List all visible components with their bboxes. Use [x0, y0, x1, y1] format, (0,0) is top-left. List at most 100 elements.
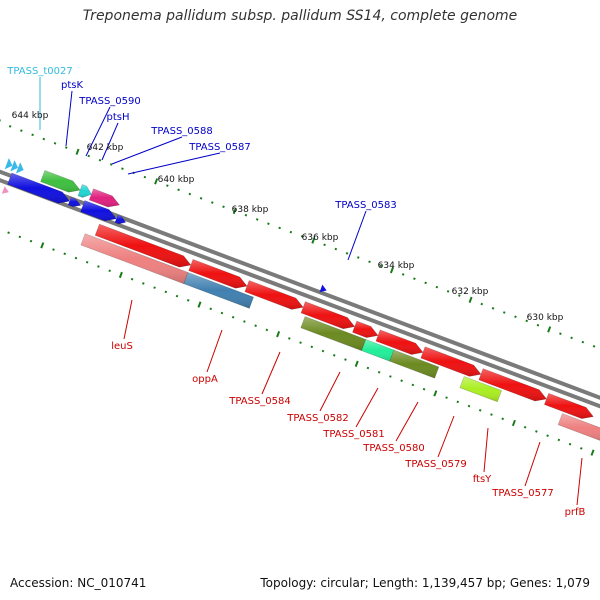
upper-tick: [401, 273, 405, 276]
kbp-tick-label: 630 kbp: [527, 313, 564, 323]
reverse-gene-label: oppA: [192, 374, 218, 385]
upper-tick: [502, 311, 506, 314]
label-leader-lines: [39, 77, 583, 506]
gene-TPASS-0584-shade: [244, 280, 304, 310]
lower-tick: [568, 442, 572, 446]
kbp-tick-label: 632 kbp: [452, 287, 489, 297]
trna-marker: [10, 160, 19, 172]
lower-tick: [523, 425, 527, 429]
upper-tick: [389, 267, 394, 274]
upper-tick: [368, 260, 371, 264]
gene-leuS-band-shade: [80, 233, 189, 284]
reverse-gene-label: TPASS_0577: [491, 488, 553, 499]
lower-tick: [52, 248, 55, 251]
upper-tick: [592, 345, 596, 348]
upper-tick: [570, 336, 573, 340]
upper-tick: [166, 184, 169, 187]
upper-tick: [356, 256, 360, 259]
feature-labels: 644 kbp 642 kbp 640 kbp 638 kbp 636 kbp 634 k…: [6, 66, 585, 518]
upper-tick: [413, 277, 416, 280]
forward-gene-label: TPASS_0588: [150, 126, 212, 137]
lower-tick: [354, 360, 359, 367]
lower-tick: [310, 345, 314, 349]
reverse-gene-label: ftsY: [473, 474, 492, 485]
upper-tick: [536, 323, 540, 327]
upper-tick: [424, 281, 427, 285]
accession-text: Accession: NC_010741: [10, 576, 147, 590]
reverse-leader-line: [319, 371, 341, 412]
kbp-tick-label: 644 kbp: [12, 111, 49, 121]
upper-tick: [345, 251, 349, 255]
lower-tick: [130, 277, 134, 281]
upper-tick: [222, 205, 225, 209]
upper-tick: [491, 306, 495, 310]
lower-tick: [321, 349, 325, 353]
upper-tick: [98, 158, 102, 162]
upper-tick: [311, 237, 316, 244]
lower-tick: [63, 252, 67, 256]
lower-tick: [400, 379, 403, 382]
upper-tick: [289, 230, 293, 234]
reverse-gene-label: prfB: [565, 507, 586, 518]
lower-tick: [344, 358, 347, 361]
upper-tick: [177, 188, 180, 192]
upper-tick: [199, 197, 203, 200]
trna-marker: [15, 162, 24, 174]
upper-tick: [8, 125, 12, 128]
upper-tick: [210, 201, 214, 204]
forward-leader-line: [101, 122, 119, 161]
lower-tick: [265, 328, 269, 332]
gene-TPASS-0580-r-shade: [375, 329, 423, 355]
gene-oppA-r-shade: [188, 259, 248, 289]
gene-TPASS-0580-shade: [389, 350, 439, 379]
kbp-tick-label: 636 kbp: [302, 233, 339, 243]
lower-tick: [377, 370, 381, 374]
gene-TPASS-0590-shade: [78, 184, 92, 198]
reverse-gene-label: TPASS_0584: [228, 396, 290, 407]
forward-gene-label: ptsK: [61, 80, 83, 91]
lower-tick: [153, 286, 156, 289]
reverse-gene-label: TPASS_0579: [404, 459, 466, 470]
lower-tick: [186, 299, 190, 302]
lower-tick: [276, 331, 281, 338]
upper-tick: [42, 137, 46, 141]
lower-tick: [590, 449, 595, 456]
small-feature-marker: [1, 186, 9, 194]
trna-marker: [4, 157, 13, 170]
gene-TPASS-0581-r-shade: [352, 321, 379, 338]
reverse-gene-label: TPASS_0582: [286, 413, 348, 424]
reverse-gene-label: TPASS_0580: [362, 443, 424, 454]
gene-features: [1, 157, 600, 441]
reverse-gene-label: TPASS_0581: [322, 429, 384, 440]
upper-tick: [334, 247, 338, 251]
gene-TPASS-0583: [319, 284, 327, 293]
lower-tick: [74, 256, 78, 260]
upper-tick: [379, 264, 383, 268]
reverse-leader-line: [437, 415, 455, 458]
forward-gene-label: TPASS_0587: [188, 142, 250, 153]
gene-TPASS-0587-shade: [80, 200, 117, 221]
forward-leader-line: [85, 106, 111, 157]
upper-tick: [435, 285, 439, 289]
lower-tick: [254, 324, 257, 328]
kbp-tick-label: 640 kbp: [158, 175, 195, 185]
lower-tick: [29, 239, 33, 243]
upper-tick: [244, 213, 248, 217]
upper-tick: [188, 192, 192, 196]
lower-tick: [97, 265, 100, 268]
tick-marks: [0, 119, 596, 456]
forward-gene-label: ptsH: [107, 112, 130, 123]
lower-tick: [546, 434, 549, 437]
kbp-tick-label: 642 kbp: [87, 143, 124, 153]
lower-tick: [164, 290, 168, 294]
upper-tick: [64, 146, 68, 149]
lower-tick: [40, 242, 45, 249]
forward-leader-line: [65, 90, 73, 147]
gene-TPASS-0582-r-shade: [301, 301, 355, 329]
lower-tick: [478, 409, 482, 412]
upper-tick: [109, 163, 113, 166]
lower-tick: [422, 387, 426, 391]
gene-ftsY-shade: [459, 376, 502, 402]
gene-TPASS-0587b-shade: [114, 215, 126, 224]
